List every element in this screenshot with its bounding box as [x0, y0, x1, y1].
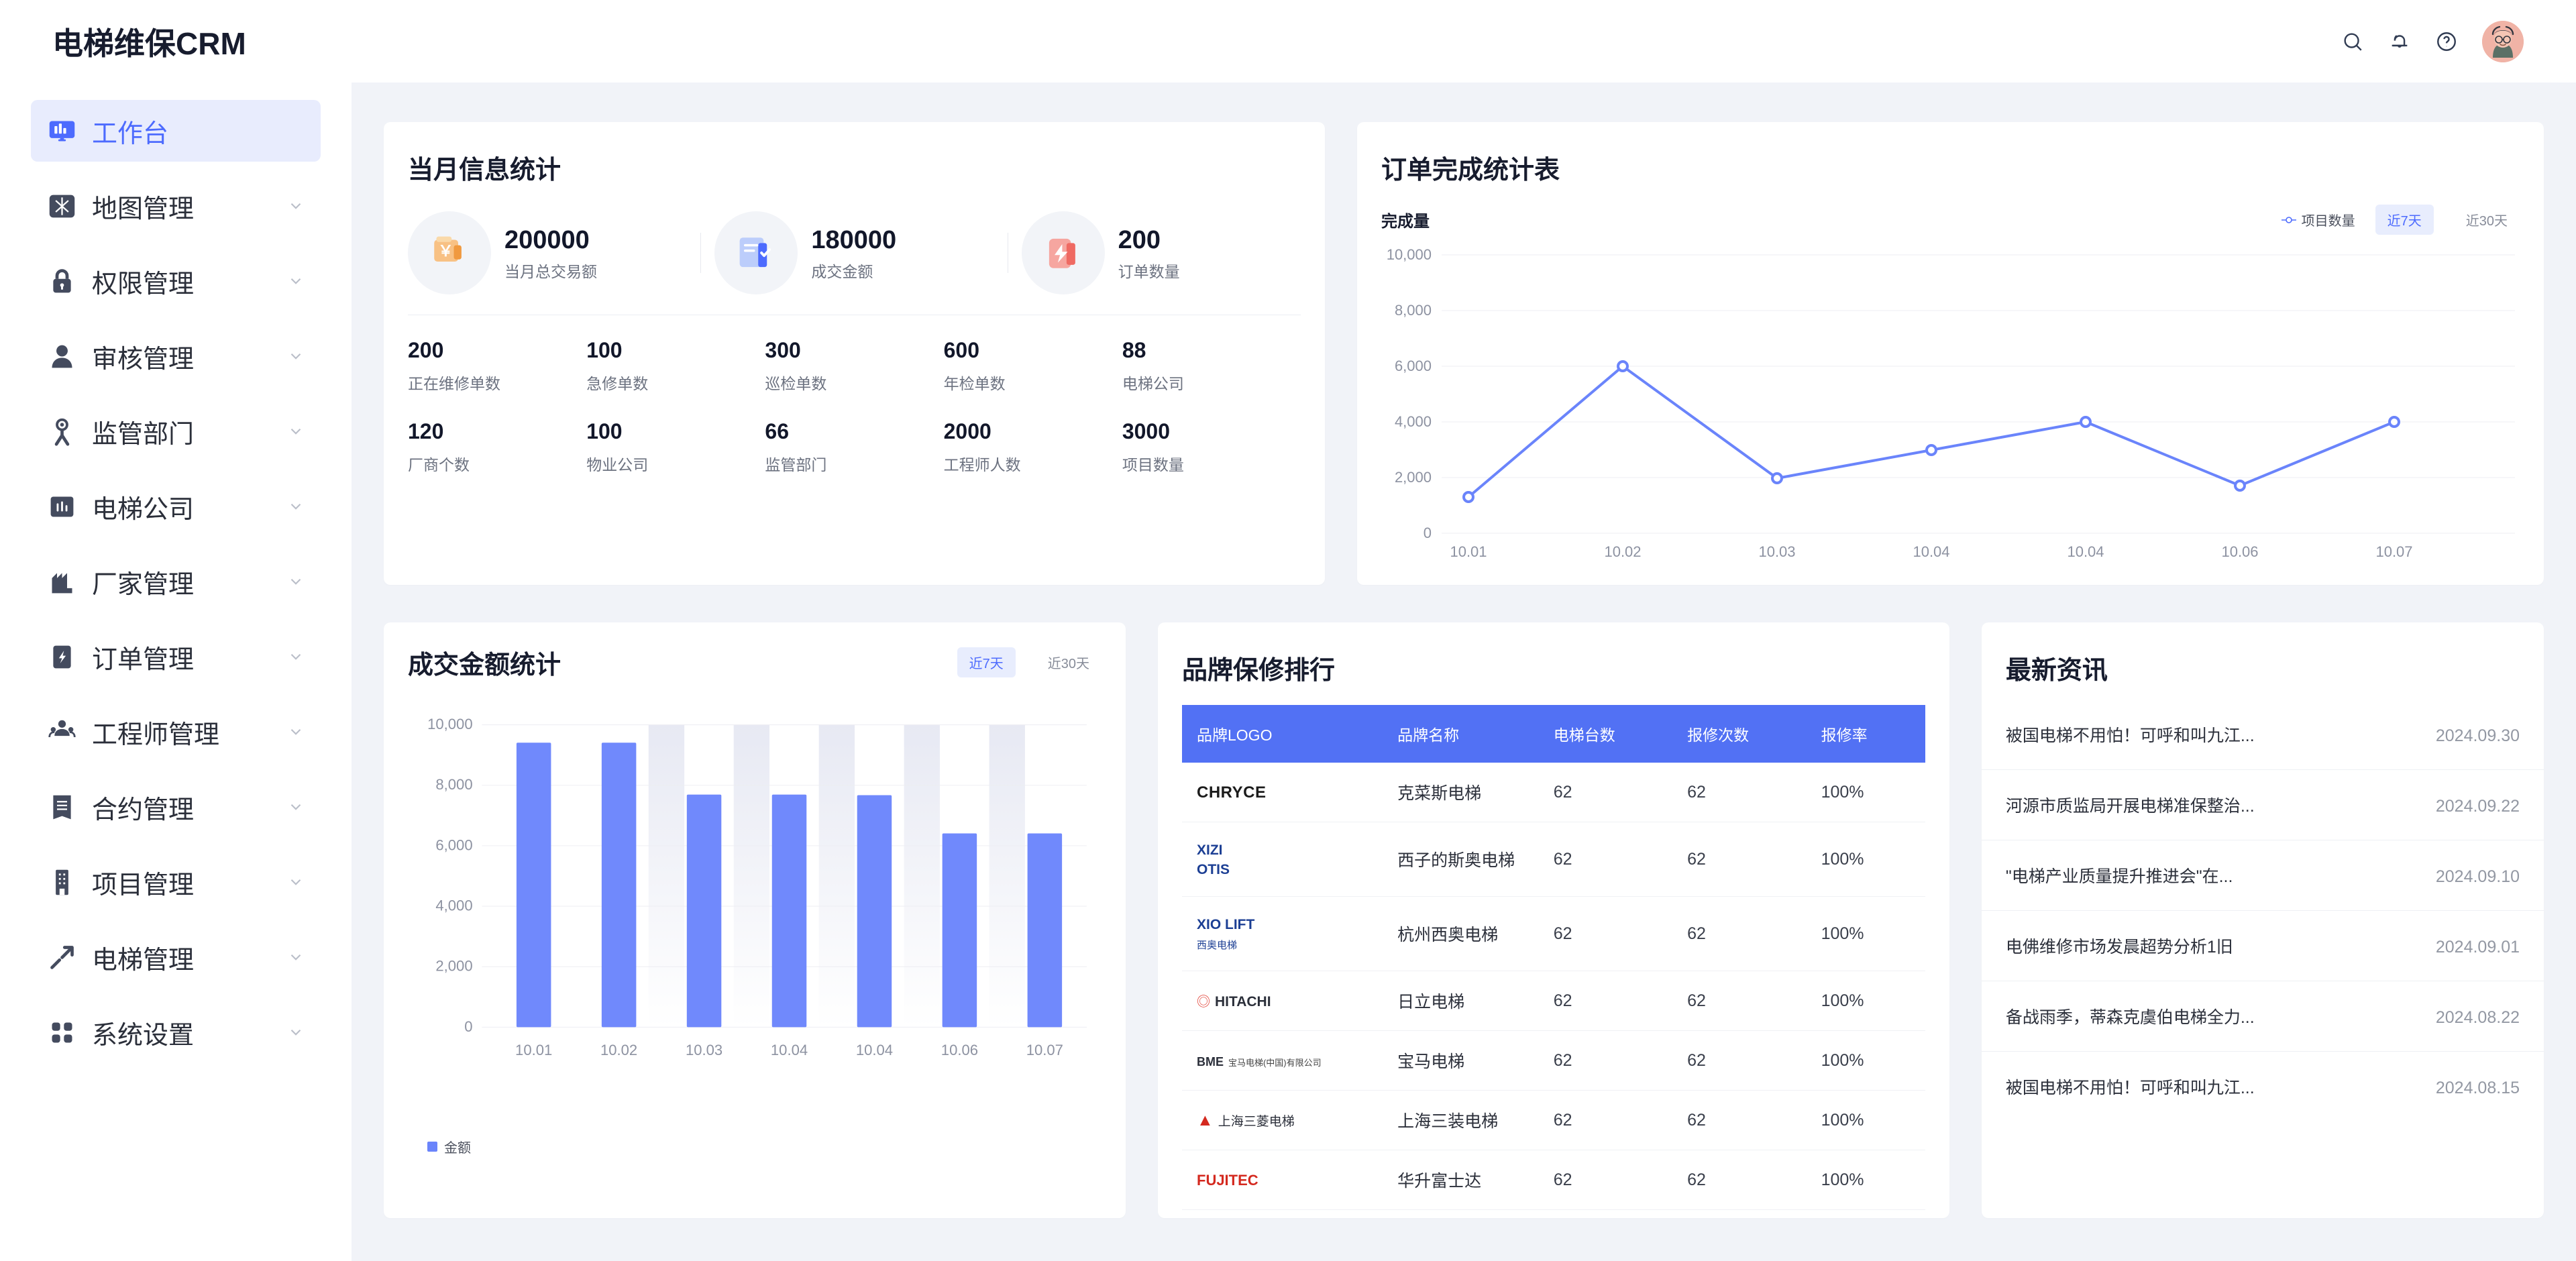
svg-text:2,000: 2,000: [435, 958, 472, 975]
svg-text:10.07: 10.07: [2375, 543, 2412, 560]
svg-text:10.04: 10.04: [1913, 543, 1949, 560]
svg-text:8,000: 8,000: [1395, 302, 1432, 319]
svg-text:10.02: 10.02: [1604, 543, 1641, 560]
svg-text:2,000: 2,000: [1395, 469, 1432, 486]
svg-text:10.04: 10.04: [771, 1042, 808, 1058]
svg-text:10,000: 10,000: [427, 716, 472, 732]
svg-text:4,000: 4,000: [435, 897, 472, 914]
svg-text:10.06: 10.06: [941, 1042, 978, 1058]
svg-text:0: 0: [1424, 525, 1432, 541]
svg-text:4,000: 4,000: [1395, 413, 1432, 430]
svg-text:10.03: 10.03: [686, 1042, 722, 1058]
svg-text:10.02: 10.02: [600, 1042, 637, 1058]
svg-text:10.06: 10.06: [2221, 543, 2258, 560]
svg-text:10.04: 10.04: [2067, 543, 2104, 560]
svg-text:10.01: 10.01: [515, 1042, 552, 1058]
svg-text:10.04: 10.04: [856, 1042, 893, 1058]
svg-text:6,000: 6,000: [1395, 358, 1432, 374]
svg-text:6,000: 6,000: [435, 836, 472, 853]
svg-text:10,000: 10,000: [1387, 246, 1432, 263]
svg-text:8,000: 8,000: [435, 776, 472, 793]
svg-text:￥: ￥: [438, 242, 453, 260]
svg-text:10.03: 10.03: [1758, 543, 1795, 560]
svg-text:10.01: 10.01: [1450, 543, 1487, 560]
svg-text:10.07: 10.07: [1026, 1042, 1063, 1058]
svg-text:0: 0: [464, 1018, 472, 1035]
